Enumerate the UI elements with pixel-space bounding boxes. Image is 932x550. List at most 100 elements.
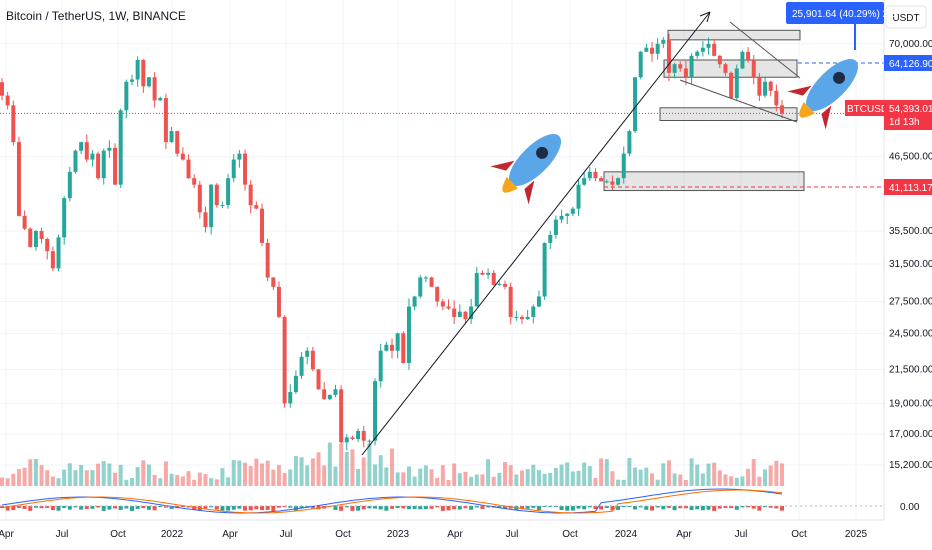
volume-bar: [638, 469, 643, 486]
candle: [11, 105, 16, 143]
candle: [339, 389, 344, 443]
svg-text:64,126.90: 64,126.90: [889, 59, 932, 70]
macd-bar: [180, 506, 185, 508]
y-tick-label: 15,200.00: [889, 460, 932, 471]
macd-bar: [333, 506, 338, 510]
volume-bar: [729, 476, 734, 486]
volume-bar: [435, 477, 440, 486]
volume-bar: [231, 460, 236, 486]
support-zones: [603, 29, 805, 192]
candle: [429, 277, 434, 287]
candle: [180, 153, 185, 160]
volume-bar: [158, 478, 163, 486]
candle: [344, 437, 349, 443]
candle: [780, 105, 784, 114]
candle: [5, 95, 10, 106]
volume-bar: [56, 478, 61, 486]
macd-bar: [192, 506, 197, 511]
volume-bar: [33, 458, 38, 486]
currency-button[interactable]: [885, 5, 927, 29]
macd-bar: [780, 506, 784, 511]
macd-bar: [712, 506, 717, 511]
volume-bar: [339, 444, 344, 486]
candle: [197, 184, 202, 213]
macd-bar: [276, 506, 281, 508]
candle: [271, 277, 276, 287]
macd-bar: [237, 506, 242, 509]
volume-bar: [616, 479, 621, 486]
macd-bar: [265, 506, 270, 510]
price-marker-blue: 64,126.90: [884, 55, 932, 71]
candle: [587, 171, 592, 179]
macd-bar: [260, 506, 264, 511]
macd-bar: [0, 506, 4, 508]
macd-bar: [418, 506, 423, 510]
macd-bar: [621, 506, 626, 508]
macd-bar: [406, 506, 411, 510]
macd-bar: [395, 506, 400, 508]
candle: [282, 316, 287, 404]
signal-line: [1, 489, 783, 514]
y-tick-labels: 70,000.00 46,500.00 35,500.00 31,500.00 27,5…: [889, 39, 932, 471]
volume-bar: [356, 468, 361, 486]
volume-bar: [751, 459, 756, 486]
price-axis[interactable]: [884, 0, 932, 550]
candle: [401, 333, 406, 364]
candle: [469, 306, 474, 320]
macd-bar: [220, 506, 225, 511]
volume-bar: [474, 474, 479, 486]
volume-bar: [717, 470, 722, 486]
macd-bar: [16, 506, 21, 508]
candle: [599, 178, 604, 182]
volume-bar: [322, 465, 327, 486]
macd-bar: [661, 506, 666, 510]
x-tick-label: 2022: [161, 529, 184, 540]
candle: [152, 77, 157, 101]
volume-bar: [463, 471, 468, 486]
macd-bar: [576, 506, 581, 509]
candle: [310, 350, 315, 370]
macd-bar: [457, 506, 462, 510]
macd-bar: [700, 506, 705, 511]
x-tick-label: 2024: [615, 529, 638, 540]
volume-bar: [655, 479, 660, 486]
candle: [672, 64, 677, 73]
candle: [655, 43, 660, 54]
candle: [378, 350, 383, 382]
macd-bar: [706, 506, 711, 510]
candle: [39, 231, 44, 239]
svg-text:41,113.17: 41,113.17: [889, 183, 932, 194]
volume-bar: [746, 468, 751, 486]
macd-bar: [599, 506, 604, 510]
macd-bar: [310, 506, 315, 509]
volume-bar: [50, 476, 55, 486]
candles: [0, 33, 784, 451]
candle: [474, 272, 479, 307]
candle: [678, 64, 683, 69]
candle: [531, 306, 536, 317]
volume-bar: [67, 463, 72, 486]
volume-bar: [582, 462, 587, 486]
candle: [113, 147, 118, 185]
macd-bar: [169, 506, 174, 509]
macd-bar: [604, 506, 609, 508]
macd-bar: [101, 506, 106, 511]
volume-bar: [271, 469, 276, 486]
macd-bar: [412, 506, 417, 509]
candle: [50, 251, 55, 269]
volume-bar: [0, 477, 4, 486]
macd-bar: [130, 506, 134, 511]
candle: [553, 219, 558, 235]
volume-bar: [723, 474, 728, 486]
volume-bar: [22, 467, 27, 486]
macd-bar: [729, 506, 734, 509]
candle: [638, 51, 643, 78]
y-tick-label: 35,500.00: [889, 226, 932, 237]
candle: [333, 389, 338, 395]
volume-bar: [412, 476, 417, 486]
volume-bar: [220, 468, 225, 486]
volume-bar: [678, 474, 683, 486]
macd-bar: [79, 506, 84, 510]
volume-bar: [378, 455, 383, 486]
